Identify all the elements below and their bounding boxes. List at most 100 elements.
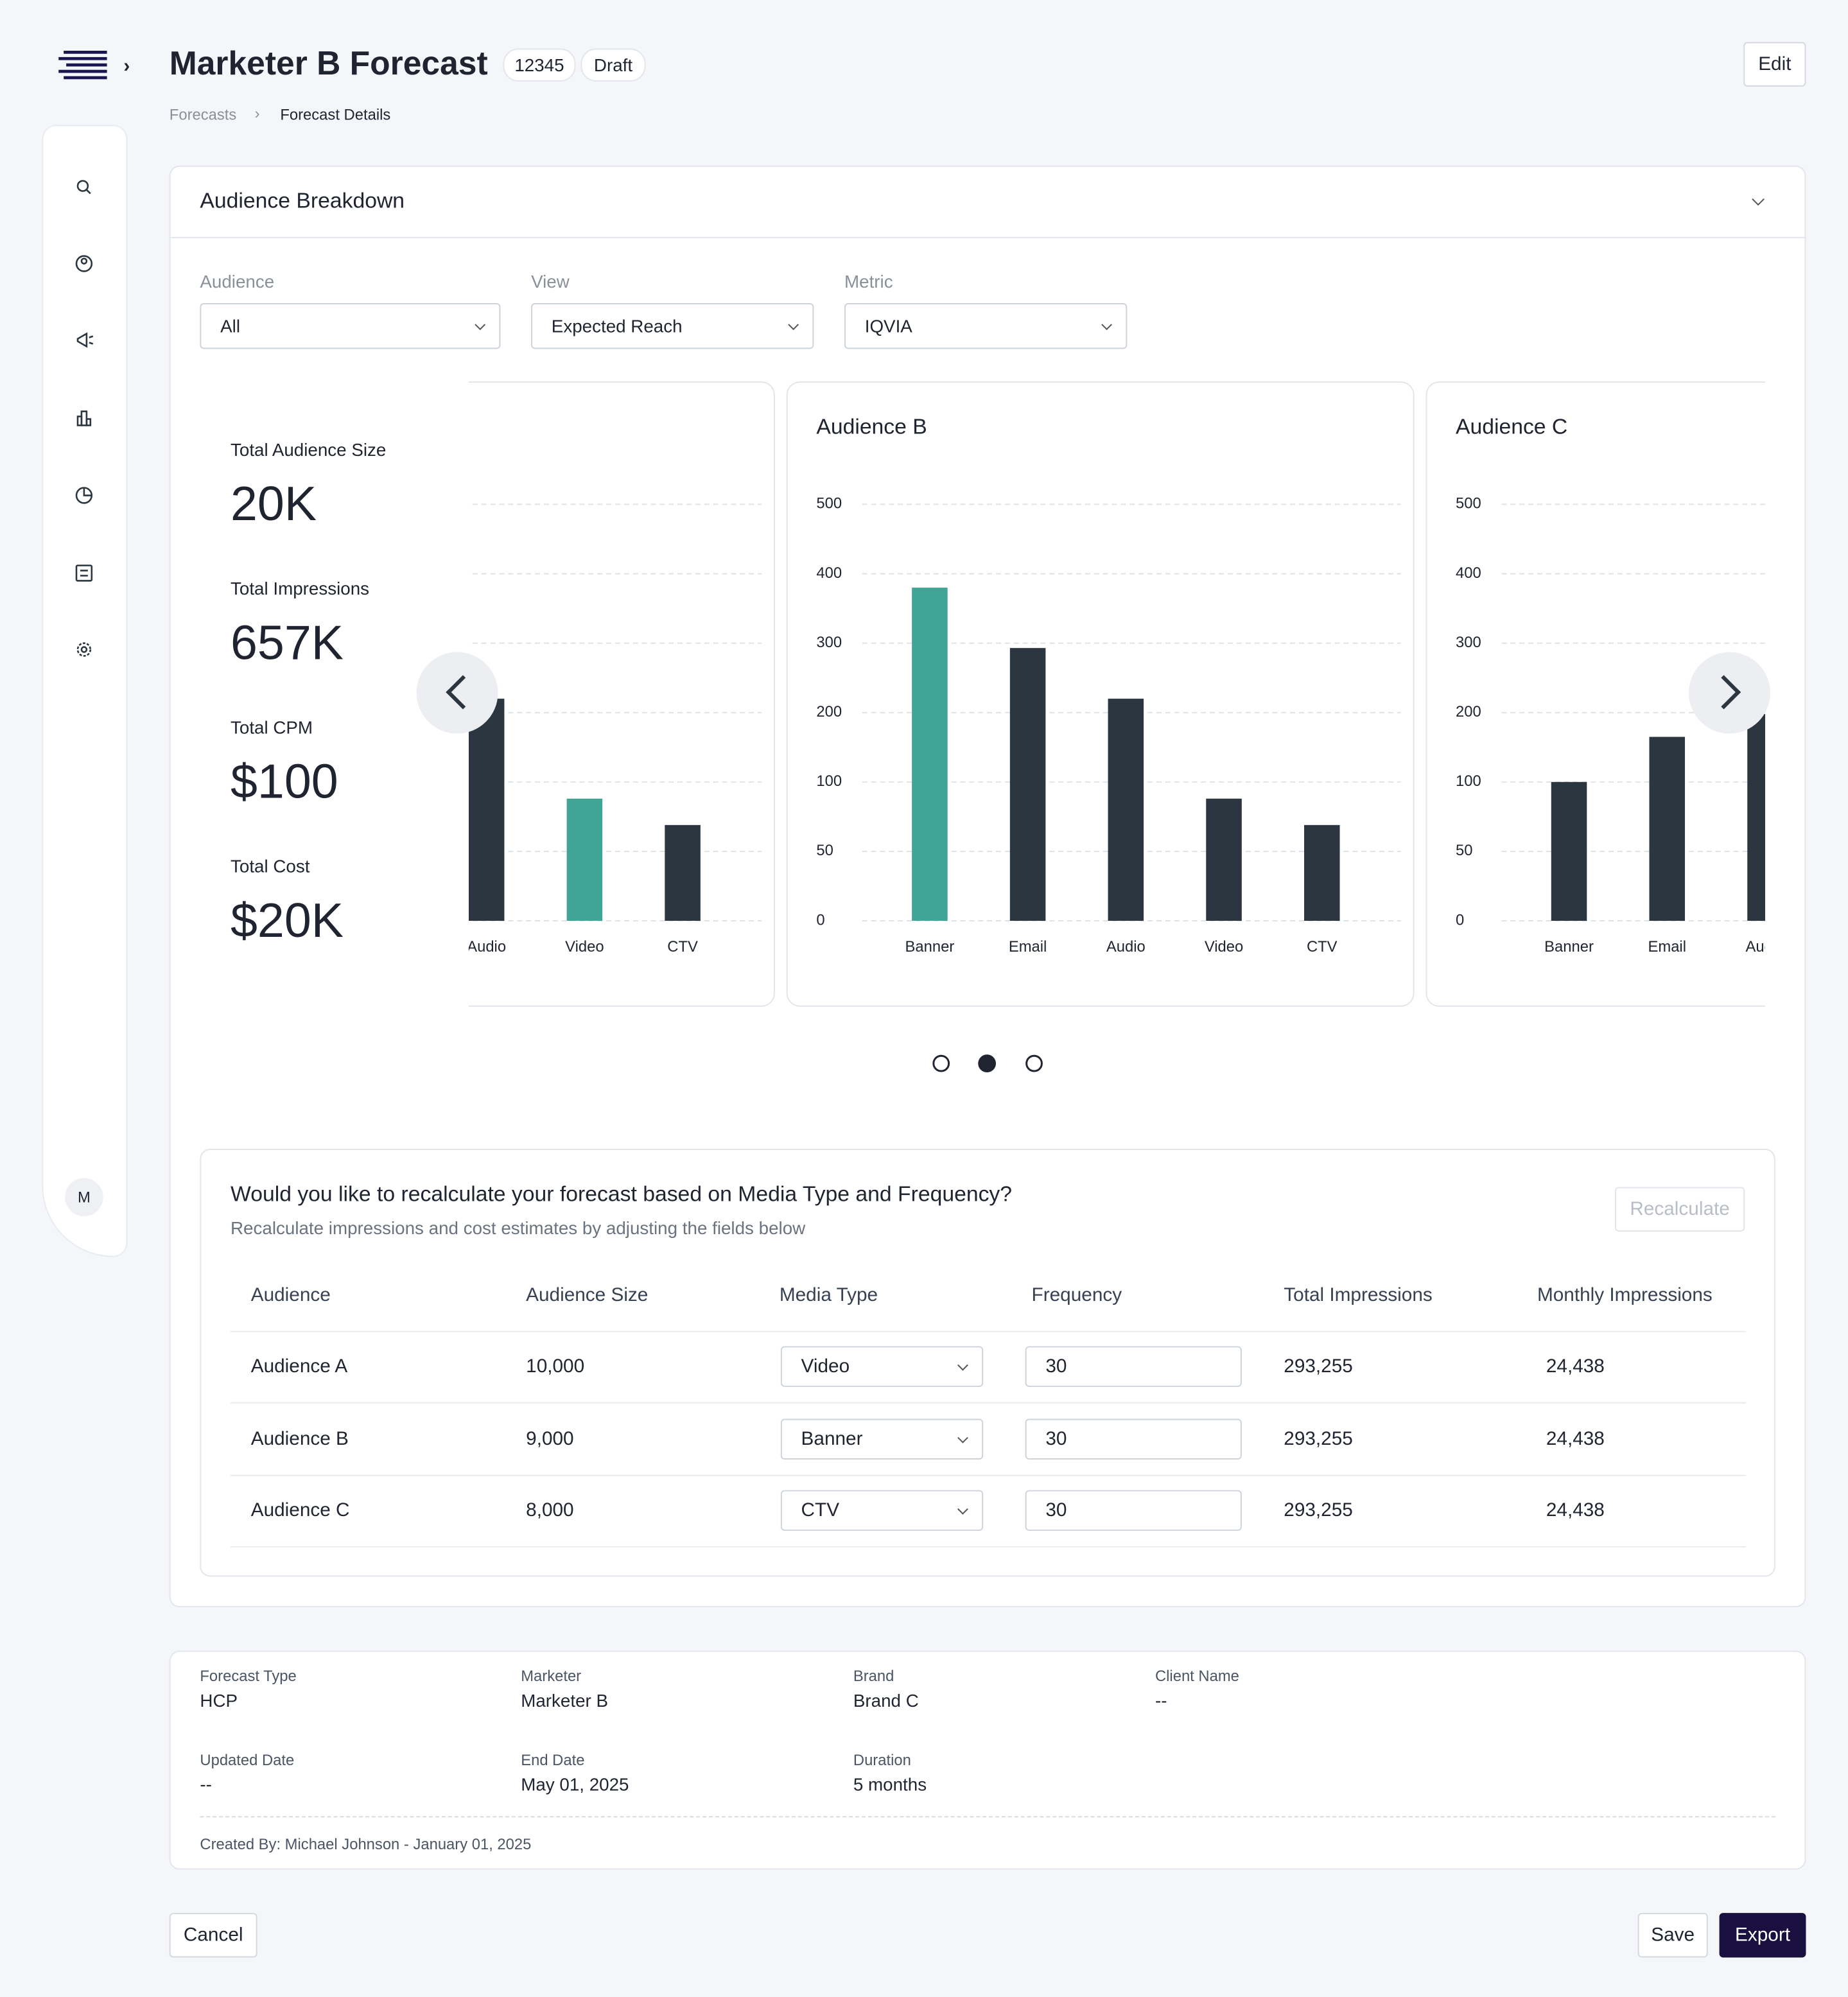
x-tick-label: Audio bbox=[1106, 938, 1146, 955]
summary-label: Total Impressions bbox=[230, 578, 370, 599]
select-value: Banner bbox=[801, 1427, 863, 1450]
frequency-input[interactable]: 30 bbox=[1025, 1490, 1242, 1531]
page-dot[interactable] bbox=[1025, 1054, 1043, 1072]
page-title: Marketer B Forecast bbox=[169, 44, 488, 82]
select-value: IQVIA bbox=[864, 315, 912, 336]
media-type-select[interactable]: Video bbox=[780, 1346, 984, 1387]
cancel-button[interactable]: Cancel bbox=[169, 1913, 257, 1958]
cell: 10,000 bbox=[526, 1356, 585, 1378]
x-tick-label: Audio bbox=[1746, 938, 1765, 955]
column-header: Monthly Impressions bbox=[1537, 1284, 1713, 1306]
detail-value: Marketer B bbox=[521, 1689, 609, 1711]
media-type-select[interactable]: Banner bbox=[780, 1418, 984, 1459]
frequency-input[interactable]: 30 bbox=[1025, 1418, 1242, 1459]
summary-label: Total CPM bbox=[230, 717, 313, 738]
expand-arrow[interactable]: › bbox=[123, 55, 130, 77]
bar bbox=[912, 588, 948, 921]
row-divider bbox=[230, 1474, 1747, 1476]
filter-select[interactable]: Expected Reach bbox=[531, 303, 814, 349]
cell: Audience A bbox=[250, 1356, 348, 1378]
filter-select[interactable]: All bbox=[200, 303, 501, 349]
cell: 8,000 bbox=[526, 1499, 574, 1522]
x-tick-label: CTV bbox=[667, 938, 698, 955]
select-value: CTV bbox=[801, 1499, 840, 1522]
media-type-select[interactable]: CTV bbox=[780, 1490, 984, 1531]
filter-select[interactable]: IQVIA bbox=[844, 303, 1128, 349]
calculator-icon[interactable] bbox=[75, 564, 93, 582]
row-divider bbox=[230, 1402, 1747, 1404]
y-tick-label: 300 bbox=[1456, 634, 1481, 651]
input-value: 30 bbox=[1045, 1499, 1067, 1522]
settings-icon[interactable] bbox=[76, 642, 92, 657]
x-tick-label: Email bbox=[1648, 938, 1687, 955]
save-button[interactable]: Save bbox=[1637, 1913, 1708, 1958]
cell: Audience C bbox=[250, 1499, 350, 1522]
bar bbox=[1304, 824, 1340, 921]
breadcrumb-link[interactable]: Forecasts bbox=[169, 105, 237, 124]
chart-card bbox=[468, 381, 775, 1007]
summary-value: $100 bbox=[230, 756, 338, 810]
user-icon[interactable] bbox=[75, 255, 93, 272]
y-tick-label: 500 bbox=[1456, 495, 1481, 512]
cell: Audience B bbox=[250, 1427, 349, 1450]
y-tick-label: 200 bbox=[816, 703, 842, 720]
y-tick-label: 500 bbox=[816, 495, 842, 512]
page-dot[interactable] bbox=[932, 1054, 950, 1072]
detail-value: -- bbox=[200, 1774, 212, 1795]
bar bbox=[1206, 798, 1242, 921]
detail-value: -- bbox=[1155, 1689, 1167, 1711]
sidebar bbox=[42, 125, 128, 1257]
recalculate-subtitle: Recalculate impressions and cost estimat… bbox=[230, 1217, 806, 1238]
bar bbox=[1009, 648, 1046, 921]
bar bbox=[1747, 713, 1765, 921]
y-tick-label: 0 bbox=[816, 911, 824, 929]
chart-carousel: 050100200300400500AudioVideoCTVAudience … bbox=[468, 381, 1765, 1007]
chevron bbox=[957, 1503, 968, 1515]
chart-title: Audience B bbox=[816, 414, 927, 439]
column-header: Total Impressions bbox=[1284, 1284, 1433, 1306]
y-tick-label: 50 bbox=[1456, 842, 1472, 859]
cell: 24,438 bbox=[1546, 1499, 1605, 1522]
chevron bbox=[1101, 319, 1112, 331]
recalculate-button[interactable]: Recalculate bbox=[1614, 1187, 1745, 1232]
detail-label: Updated Date bbox=[200, 1751, 295, 1769]
campaign-icon[interactable] bbox=[76, 332, 94, 348]
avatar[interactable]: M bbox=[65, 1178, 103, 1217]
page-dot-active[interactable] bbox=[978, 1054, 997, 1073]
select-value: Expected Reach bbox=[551, 315, 683, 336]
bar bbox=[1649, 737, 1686, 921]
column-header: Frequency bbox=[1031, 1284, 1122, 1306]
bar bbox=[566, 798, 603, 921]
pie-icon[interactable] bbox=[75, 487, 93, 504]
bar bbox=[1551, 781, 1587, 921]
next-button[interactable] bbox=[1688, 652, 1770, 734]
export-button[interactable]: Export bbox=[1719, 1913, 1806, 1958]
detail-value: HCP bbox=[200, 1689, 238, 1711]
recalculate-title: Would you like to recalculate your forec… bbox=[230, 1182, 1013, 1207]
column-header: Media Type bbox=[779, 1284, 878, 1306]
summary-value: 657K bbox=[230, 616, 344, 671]
frequency-input[interactable]: 30 bbox=[1025, 1346, 1242, 1387]
detail-label: End Date bbox=[521, 1751, 585, 1769]
cell: 24,438 bbox=[1546, 1356, 1605, 1378]
column-header: Audience Size bbox=[526, 1284, 649, 1306]
bar bbox=[665, 824, 701, 921]
search-icon[interactable] bbox=[76, 180, 91, 195]
detail-label: Duration bbox=[853, 1751, 911, 1769]
x-tick-label: CTV bbox=[1307, 938, 1338, 955]
divider bbox=[200, 1816, 1775, 1818]
details-panel bbox=[169, 1650, 1806, 1870]
prev-button[interactable] bbox=[416, 652, 498, 734]
status-pill: Draft bbox=[580, 48, 646, 82]
summary-label: Total Audience Size bbox=[230, 439, 387, 460]
cell: 293,255 bbox=[1284, 1499, 1353, 1522]
detail-value: May 01, 2025 bbox=[521, 1774, 629, 1795]
filter-label: View bbox=[531, 271, 570, 292]
filter-label: Audience bbox=[200, 271, 275, 292]
summary-label: Total Cost bbox=[230, 855, 310, 876]
x-tick-label: Banner bbox=[905, 938, 955, 955]
edit-button[interactable]: Edit bbox=[1743, 42, 1806, 87]
chart-icon[interactable] bbox=[76, 410, 92, 426]
y-tick-label: 50 bbox=[816, 842, 833, 859]
